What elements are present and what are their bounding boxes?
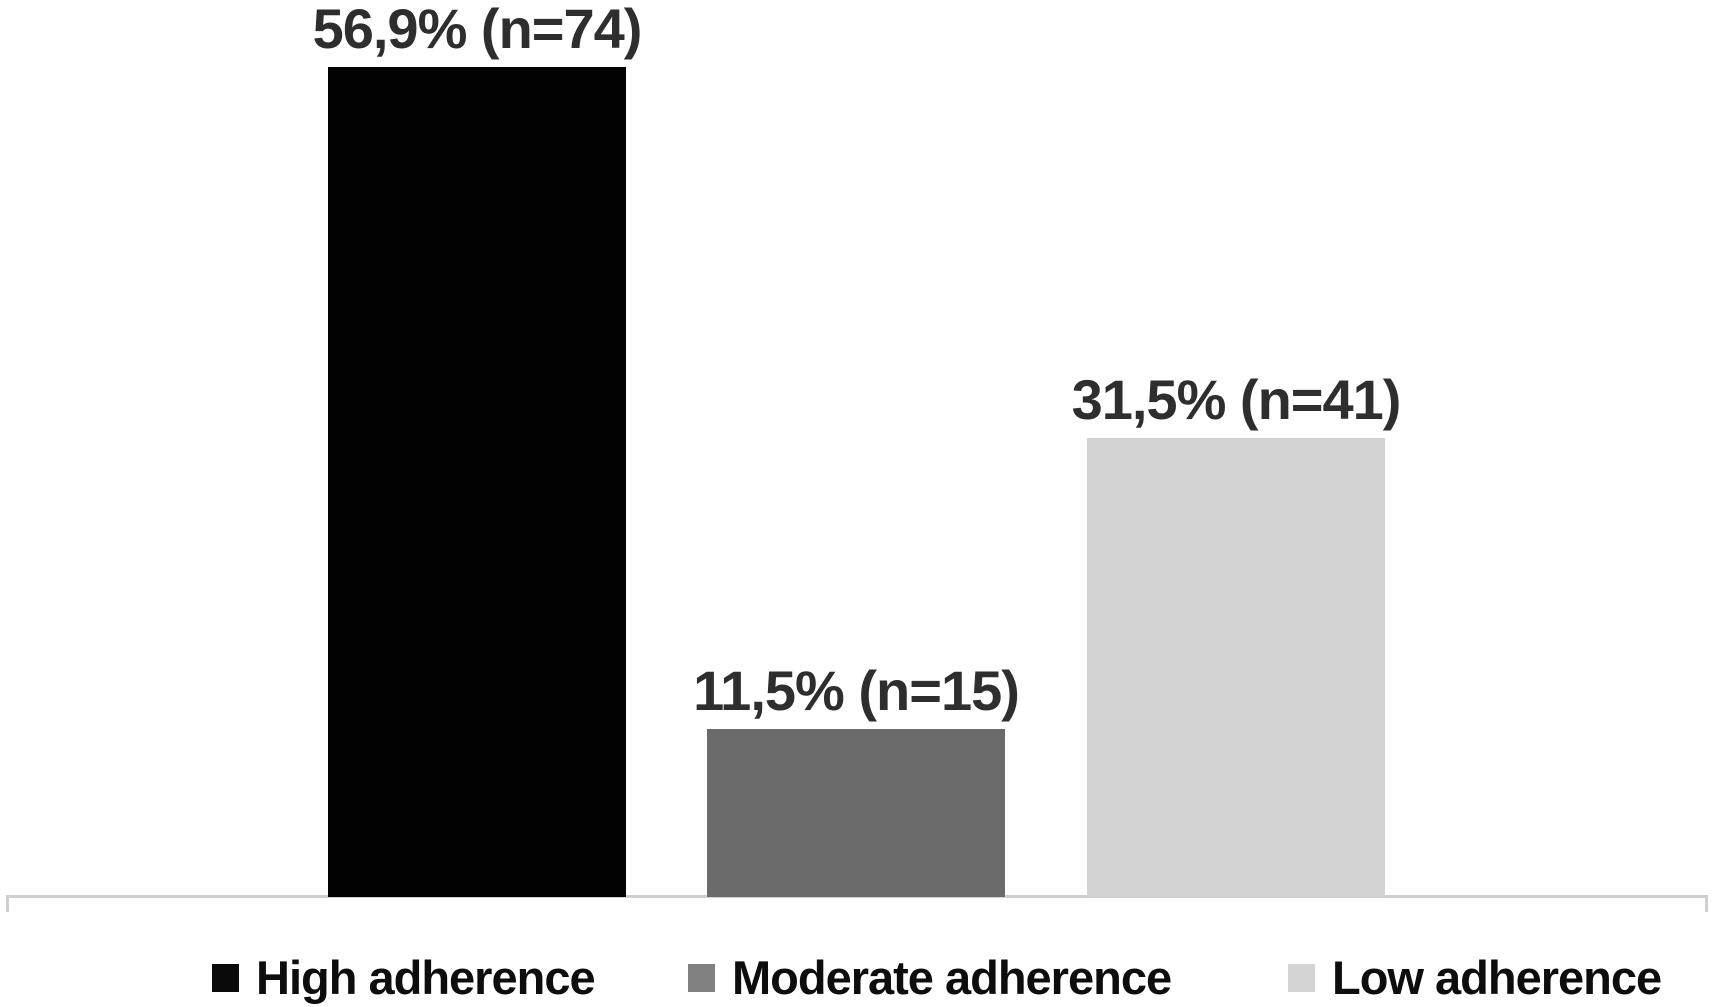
x-axis-tick-left — [6, 895, 9, 912]
legend-item-moderate-adherence: Moderate adherence — [688, 948, 1172, 1007]
bar-value-label-high-adherence: 56,9% (n=74) — [312, 0, 643, 60]
bar-high-adherence — [328, 67, 626, 897]
bar-value-label-moderate-adherence: 11,5% (n=15) — [693, 659, 1020, 722]
legend-item-high-adherence: High adherence — [212, 948, 596, 1007]
x-axis-tick-right — [1705, 895, 1708, 912]
legend-label: Low adherence — [1332, 951, 1662, 1004]
legend-label: High adherence — [256, 951, 596, 1004]
legend-label: Moderate adherence — [732, 951, 1172, 1004]
bar-moderate-adherence — [707, 729, 1005, 897]
bar-low-adherence — [1087, 438, 1385, 897]
legend-swatch-icon — [688, 963, 715, 992]
legend-swatch-icon — [212, 963, 239, 992]
legend-swatch-icon — [1288, 963, 1315, 992]
legend-item-low-adherence: Low adherence — [1288, 948, 1662, 1007]
legend: High adherence Moderate adherence Low adhe… — [0, 948, 1715, 1007]
bar-value-label-low-adherence: 31,5% (n=41) — [1071, 368, 1402, 431]
